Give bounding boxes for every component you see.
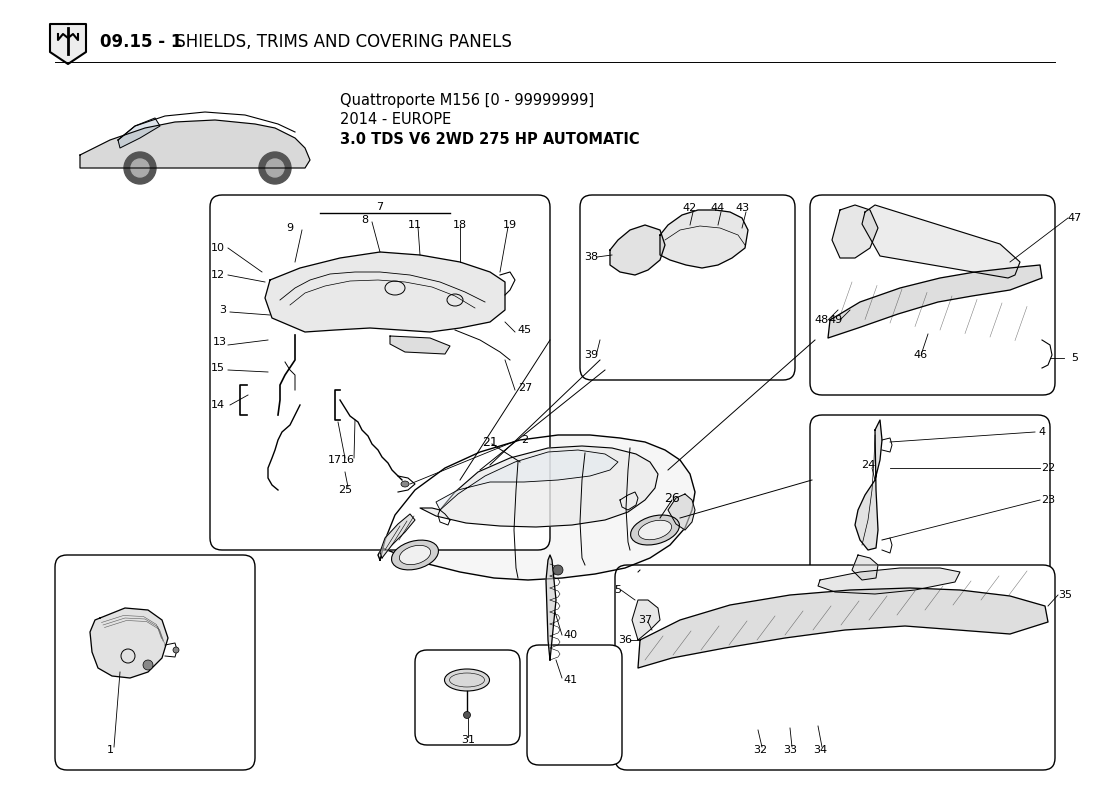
Polygon shape — [390, 336, 450, 354]
Text: 10: 10 — [211, 243, 226, 253]
Text: 12: 12 — [211, 270, 226, 280]
Polygon shape — [610, 225, 665, 275]
Circle shape — [553, 565, 563, 575]
Text: 48: 48 — [815, 315, 829, 325]
Text: 38: 38 — [584, 252, 598, 262]
Text: SHIELDS, TRIMS AND COVERING PANELS: SHIELDS, TRIMS AND COVERING PANELS — [170, 33, 513, 51]
Text: 39: 39 — [584, 350, 598, 360]
Circle shape — [266, 159, 284, 177]
Polygon shape — [832, 205, 878, 258]
Polygon shape — [632, 600, 660, 640]
Polygon shape — [80, 120, 310, 168]
Text: 25: 25 — [338, 485, 352, 495]
Ellipse shape — [392, 540, 439, 570]
Polygon shape — [90, 608, 168, 678]
Text: 33: 33 — [783, 745, 798, 755]
Circle shape — [124, 152, 156, 184]
Text: 35: 35 — [1058, 590, 1072, 600]
Text: 09.15 - 1: 09.15 - 1 — [100, 33, 183, 51]
Polygon shape — [638, 588, 1048, 668]
Polygon shape — [668, 494, 695, 530]
Text: 46: 46 — [913, 350, 927, 360]
Text: 17: 17 — [328, 455, 342, 465]
Polygon shape — [118, 118, 160, 148]
Text: 27: 27 — [518, 383, 532, 393]
Text: 3.0 TDS V6 2WD 275 HP AUTOMATIC: 3.0 TDS V6 2WD 275 HP AUTOMATIC — [340, 133, 639, 147]
Text: Quattroporte M156 [0 - 99999999]: Quattroporte M156 [0 - 99999999] — [340, 93, 594, 107]
Polygon shape — [50, 24, 86, 64]
Ellipse shape — [630, 515, 680, 545]
Text: 34: 34 — [813, 745, 827, 755]
Text: 21: 21 — [482, 435, 498, 449]
Circle shape — [463, 711, 471, 718]
Ellipse shape — [444, 669, 490, 691]
Text: 47: 47 — [1068, 213, 1082, 223]
Text: 41: 41 — [563, 675, 578, 685]
Text: 9: 9 — [286, 223, 294, 233]
Text: 1: 1 — [107, 745, 113, 755]
Text: 42: 42 — [683, 203, 697, 213]
Text: 24: 24 — [861, 460, 876, 470]
FancyBboxPatch shape — [527, 645, 622, 765]
Text: 2: 2 — [521, 435, 529, 445]
Text: 5: 5 — [1071, 353, 1078, 363]
Polygon shape — [265, 252, 505, 332]
Text: 5: 5 — [615, 585, 622, 595]
Text: 3: 3 — [220, 305, 227, 315]
Ellipse shape — [399, 546, 430, 565]
Polygon shape — [818, 568, 960, 594]
Text: 2014 - EUROPE: 2014 - EUROPE — [340, 113, 451, 127]
Ellipse shape — [638, 520, 672, 540]
FancyBboxPatch shape — [210, 195, 550, 550]
FancyBboxPatch shape — [415, 650, 520, 745]
Circle shape — [143, 660, 153, 670]
Circle shape — [131, 159, 149, 177]
Text: 37: 37 — [638, 615, 652, 625]
Text: 14: 14 — [211, 400, 226, 410]
Polygon shape — [378, 435, 695, 580]
FancyBboxPatch shape — [810, 195, 1055, 395]
Text: 22: 22 — [1041, 463, 1055, 473]
Text: 11: 11 — [408, 220, 422, 230]
Text: 19: 19 — [503, 220, 517, 230]
Text: 7: 7 — [376, 202, 384, 212]
Polygon shape — [855, 420, 882, 550]
Polygon shape — [828, 265, 1042, 338]
Text: 49: 49 — [829, 315, 843, 325]
Polygon shape — [862, 205, 1020, 278]
Text: 16: 16 — [341, 455, 355, 465]
Text: 23: 23 — [1041, 495, 1055, 505]
Text: 40: 40 — [563, 630, 578, 640]
FancyBboxPatch shape — [580, 195, 795, 380]
Text: 4: 4 — [1038, 427, 1046, 437]
Text: 18: 18 — [453, 220, 468, 230]
Polygon shape — [546, 555, 556, 660]
Polygon shape — [852, 555, 878, 580]
FancyBboxPatch shape — [55, 555, 255, 770]
FancyBboxPatch shape — [615, 565, 1055, 770]
Circle shape — [258, 152, 292, 184]
Polygon shape — [379, 514, 415, 558]
Circle shape — [173, 647, 179, 653]
Text: 45: 45 — [518, 325, 532, 335]
Polygon shape — [436, 450, 618, 510]
Text: 8: 8 — [362, 215, 369, 225]
Text: 26: 26 — [664, 491, 680, 505]
FancyBboxPatch shape — [810, 415, 1050, 600]
Text: 43: 43 — [736, 203, 750, 213]
Text: 36: 36 — [618, 635, 632, 645]
Text: 15: 15 — [211, 363, 226, 373]
Text: 13: 13 — [213, 337, 227, 347]
Polygon shape — [660, 210, 748, 268]
Ellipse shape — [402, 481, 409, 487]
Text: 32: 32 — [752, 745, 767, 755]
Polygon shape — [420, 446, 658, 527]
Text: 44: 44 — [711, 203, 725, 213]
Text: 31: 31 — [461, 735, 475, 745]
